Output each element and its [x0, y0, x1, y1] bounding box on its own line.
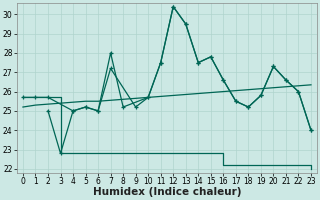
- X-axis label: Humidex (Indice chaleur): Humidex (Indice chaleur): [93, 187, 241, 197]
